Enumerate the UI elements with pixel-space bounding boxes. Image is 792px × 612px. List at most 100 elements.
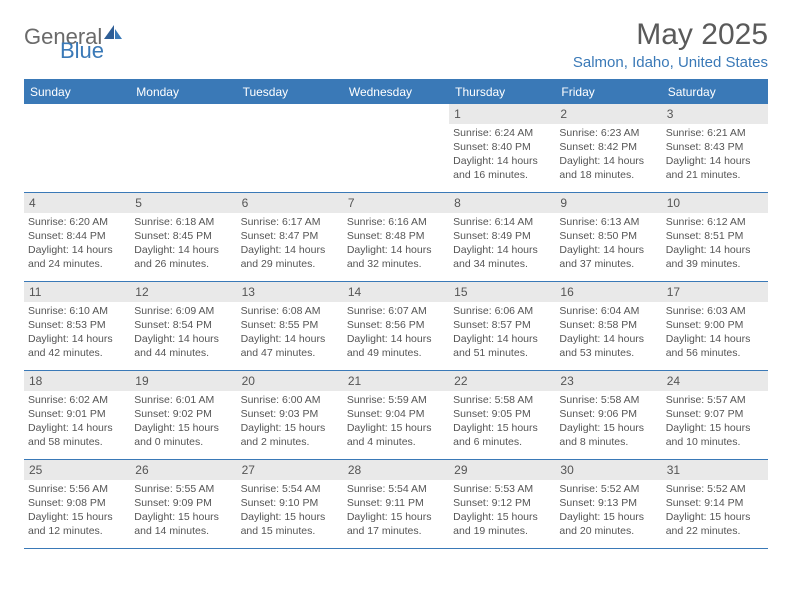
sunrise-line: Sunrise: 6:10 AM (28, 305, 126, 319)
sunrise-line: Sunrise: 6:14 AM (453, 216, 551, 230)
sunrise-line: Sunrise: 6:18 AM (134, 216, 232, 230)
day-cell: 8Sunrise: 6:14 AMSunset: 8:49 PMDaylight… (449, 193, 555, 281)
sunrise-line: Sunrise: 6:02 AM (28, 394, 126, 408)
daylight-line: Daylight: 14 hours and 53 minutes. (559, 333, 657, 361)
daylight-line: Daylight: 15 hours and 14 minutes. (134, 511, 232, 539)
daylight-line: Daylight: 14 hours and 18 minutes. (559, 155, 657, 183)
day-cell: 24Sunrise: 5:57 AMSunset: 9:07 PMDayligh… (662, 371, 768, 459)
daylight-line: Daylight: 14 hours and 39 minutes. (666, 244, 764, 272)
day-cell: 13Sunrise: 6:08 AMSunset: 8:55 PMDayligh… (237, 282, 343, 370)
sunrise-line: Sunrise: 6:12 AM (666, 216, 764, 230)
day-cell: 4Sunrise: 6:20 AMSunset: 8:44 PMDaylight… (24, 193, 130, 281)
sunset-line: Sunset: 8:44 PM (28, 230, 126, 244)
daylight-line: Daylight: 15 hours and 12 minutes. (28, 511, 126, 539)
sunrise-line: Sunrise: 6:04 AM (559, 305, 657, 319)
sunset-line: Sunset: 8:45 PM (134, 230, 232, 244)
daylight-line: Daylight: 14 hours and 37 minutes. (559, 244, 657, 272)
day-number: 12 (130, 282, 236, 302)
dow-header: Saturday (662, 81, 768, 104)
sunset-line: Sunset: 8:55 PM (241, 319, 339, 333)
logo-text-blue: Blue (60, 38, 104, 64)
sunset-line: Sunset: 8:40 PM (453, 141, 551, 155)
day-cell: 29Sunrise: 5:53 AMSunset: 9:12 PMDayligh… (449, 460, 555, 548)
sunrise-line: Sunrise: 6:07 AM (347, 305, 445, 319)
day-number: 19 (130, 371, 236, 391)
daylight-line: Daylight: 14 hours and 21 minutes. (666, 155, 764, 183)
day-number: 11 (24, 282, 130, 302)
sunset-line: Sunset: 8:42 PM (559, 141, 657, 155)
daylight-line: Daylight: 14 hours and 44 minutes. (134, 333, 232, 361)
day-number: 24 (662, 371, 768, 391)
day-cell: 18Sunrise: 6:02 AMSunset: 9:01 PMDayligh… (24, 371, 130, 459)
sunset-line: Sunset: 8:50 PM (559, 230, 657, 244)
sunset-line: Sunset: 9:07 PM (666, 408, 764, 422)
sunset-line: Sunset: 8:56 PM (347, 319, 445, 333)
day-number: 14 (343, 282, 449, 302)
sunset-line: Sunset: 9:08 PM (28, 497, 126, 511)
week-row: 11Sunrise: 6:10 AMSunset: 8:53 PMDayligh… (24, 282, 768, 371)
daylight-line: Daylight: 14 hours and 26 minutes. (134, 244, 232, 272)
daylight-line: Daylight: 15 hours and 6 minutes. (453, 422, 551, 450)
daylight-line: Daylight: 15 hours and 20 minutes. (559, 511, 657, 539)
day-cell: 14Sunrise: 6:07 AMSunset: 8:56 PMDayligh… (343, 282, 449, 370)
day-cell: 3Sunrise: 6:21 AMSunset: 8:43 PMDaylight… (662, 104, 768, 192)
month-title: May 2025 (573, 18, 768, 52)
sunset-line: Sunset: 9:05 PM (453, 408, 551, 422)
day-number: 30 (555, 460, 661, 480)
day-cell: 12Sunrise: 6:09 AMSunset: 8:54 PMDayligh… (130, 282, 236, 370)
day-cell: 16Sunrise: 6:04 AMSunset: 8:58 PMDayligh… (555, 282, 661, 370)
day-number: 2 (555, 104, 661, 124)
sunrise-line: Sunrise: 6:13 AM (559, 216, 657, 230)
sunrise-line: Sunrise: 6:24 AM (453, 127, 551, 141)
sunrise-line: Sunrise: 5:59 AM (347, 394, 445, 408)
week-row: 18 Sunrise: 6:02 AMSunset: 9:01 PM Dayligh… (24, 371, 768, 460)
dow-header: Thursday (449, 81, 555, 104)
day-cell: 15Sunrise: 6:06 AMSunset: 8:57 PMDayligh… (449, 282, 555, 370)
sunrise-line: Sunrise: 5:57 AM (666, 394, 764, 408)
dow-header: Tuesday (237, 81, 343, 104)
day-cell: 17Sunrise: 6:03 AMSunset: 9:00 PMDayligh… (662, 282, 768, 370)
week-row: 25Sunrise: 5:56 AMSunset: 9:08 PMDayligh… (24, 460, 768, 549)
dow-header: Sunday (24, 81, 130, 104)
day-number: 27 (237, 460, 343, 480)
logo: General Blue (24, 18, 126, 50)
dow-header: Friday (555, 81, 661, 104)
daylight-line: Daylight: 14 hours and 34 minutes. (453, 244, 551, 272)
sunset-line: Sunset: 9:13 PM (559, 497, 657, 511)
day-cell: 27Sunrise: 5:54 AMSunset: 9:10 PMDayligh… (237, 460, 343, 548)
header: General Blue May 2025 Salmon, Idaho, Uni… (24, 18, 768, 71)
sunset-line: Sunset: 8:57 PM (453, 319, 551, 333)
day-cell: 26Sunrise: 5:55 AMSunset: 9:09 PMDayligh… (130, 460, 236, 548)
daylight-line: Daylight: 14 hours and 16 minutes. (453, 155, 551, 183)
sunset-line: Sunset: 9:11 PM (347, 497, 445, 511)
sunset-line: Sunset: 9:03 PM (241, 408, 339, 422)
day-cell: 21Sunrise: 5:59 AMSunset: 9:04 PMDayligh… (343, 371, 449, 459)
day-number: 10 (662, 193, 768, 213)
sunrise-line: Sunrise: 6:03 AM (666, 305, 764, 319)
empty-cell (130, 104, 236, 192)
sunrise-line: Sunrise: 6:20 AM (28, 216, 126, 230)
sunset-line: Sunset: 8:51 PM (666, 230, 764, 244)
daylight-line: Daylight: 14 hours and 42 minutes. (28, 333, 126, 361)
dow-header: Monday (130, 81, 236, 104)
day-number: 28 (343, 460, 449, 480)
day-number: 26 (130, 460, 236, 480)
sunrise-line: Sunrise: 5:55 AM (134, 483, 232, 497)
sunset-line: Sunset: 9:01 PM (28, 408, 126, 422)
sunset-line: Sunset: 8:43 PM (666, 141, 764, 155)
sunrise-line: Sunrise: 5:54 AM (347, 483, 445, 497)
daylight-line: Daylight: 14 hours and 51 minutes. (453, 333, 551, 361)
empty-cell (237, 104, 343, 192)
day-number: 18 (24, 371, 130, 391)
day-cell: 30Sunrise: 5:52 AMSunset: 9:13 PMDayligh… (555, 460, 661, 548)
dow-header-row: SundayMondayTuesdayWednesdayThursdayFrid… (24, 81, 768, 104)
daylight-line: Daylight: 14 hours and 32 minutes. (347, 244, 445, 272)
day-cell: 10 Sunrise: 6:12 AMSunset: 8:51 PMDayligh… (662, 193, 768, 281)
daylight-line: Daylight: 15 hours and 15 minutes. (241, 511, 339, 539)
day-number: 1 (449, 104, 555, 124)
sunset-line: Sunset: 8:54 PM (134, 319, 232, 333)
sunset-line: Sunset: 9:06 PM (559, 408, 657, 422)
daylight-line: Daylight: 15 hours and 8 minutes. (559, 422, 657, 450)
day-number: 15 (449, 282, 555, 302)
week-row: 4Sunrise: 6:20 AMSunset: 8:44 PMDaylight… (24, 193, 768, 282)
